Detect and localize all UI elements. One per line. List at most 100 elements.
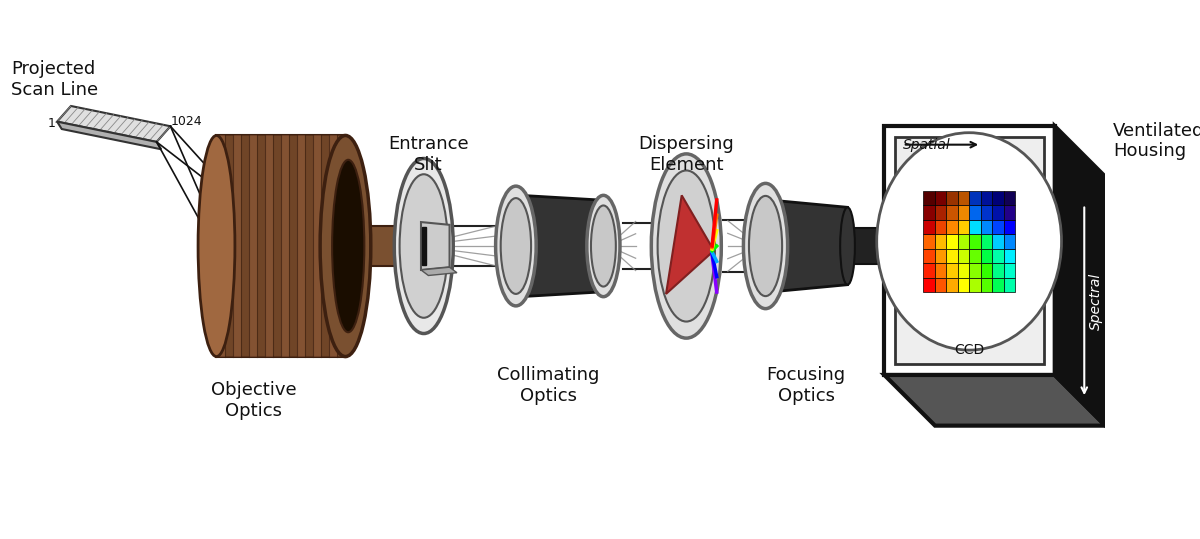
Bar [1003,278,1015,292]
Text: CCD: CCD [954,343,984,357]
Bar [970,191,980,205]
Polygon shape [241,135,248,357]
Polygon shape [216,135,346,357]
Polygon shape [884,375,1105,426]
Text: Dispersing
Element: Dispersing Element [638,135,734,174]
Bar [970,220,980,234]
Bar [1003,220,1015,234]
Bar [1003,205,1015,220]
Polygon shape [884,126,1055,375]
Bar [980,205,992,220]
Ellipse shape [496,186,536,306]
Ellipse shape [744,183,787,309]
Bar [946,278,958,292]
Bar [980,220,992,234]
Bar [992,234,1003,248]
Bar [970,205,980,220]
Polygon shape [850,227,884,265]
Polygon shape [58,106,170,142]
Bar [958,191,970,205]
Polygon shape [281,135,289,357]
Bar [1003,263,1015,278]
Bar [958,220,970,234]
Text: Ventilated
Housing: Ventilated Housing [1112,122,1200,161]
Polygon shape [298,135,305,357]
Polygon shape [248,135,257,357]
Text: Spectral: Spectral [1088,273,1103,330]
Polygon shape [233,135,241,357]
Bar [935,191,946,205]
Bar [992,205,1003,220]
Polygon shape [257,135,265,357]
Polygon shape [421,267,457,275]
Bar [923,191,935,205]
Bar [970,278,980,292]
Polygon shape [216,135,224,357]
Polygon shape [895,137,1044,364]
Ellipse shape [592,200,606,292]
Polygon shape [329,135,337,357]
Bar [946,220,958,234]
Bar [992,248,1003,263]
Bar [946,205,958,220]
Bar [1003,234,1015,248]
Bar [935,220,946,234]
Text: Entrance
Slit: Entrance Slit [388,135,469,174]
Bar [946,248,958,263]
Polygon shape [769,200,847,292]
Bar [958,263,970,278]
Polygon shape [322,135,329,357]
Polygon shape [422,227,426,265]
Ellipse shape [587,195,620,296]
Ellipse shape [320,135,371,357]
Ellipse shape [652,154,721,338]
Bar [992,220,1003,234]
Bar [980,191,992,205]
Ellipse shape [749,196,782,296]
Ellipse shape [395,158,454,334]
Polygon shape [313,135,322,357]
Bar [980,234,992,248]
Text: Objective
Optics: Objective Optics [210,382,296,420]
Polygon shape [265,135,272,357]
Polygon shape [58,122,161,149]
Bar [958,234,970,248]
Bar [992,263,1003,278]
Bar [923,220,935,234]
Bar [992,191,1003,205]
Bar [923,248,935,263]
Bar [1003,248,1015,263]
Bar [935,234,946,248]
Bar [935,248,946,263]
Ellipse shape [400,174,448,318]
Bar [992,278,1003,292]
Polygon shape [305,135,313,357]
Text: Spatial: Spatial [902,137,950,151]
Text: Focusing
Optics: Focusing Optics [767,366,846,405]
Polygon shape [666,195,714,294]
Polygon shape [224,135,233,357]
Ellipse shape [500,198,532,294]
Polygon shape [1055,126,1105,426]
Ellipse shape [658,170,715,322]
Ellipse shape [198,135,235,357]
Polygon shape [289,135,298,357]
Bar [935,263,946,278]
Polygon shape [337,135,346,357]
Text: 1: 1 [47,117,55,130]
Bar [923,205,935,220]
Ellipse shape [514,195,528,296]
Bar [946,191,958,205]
Bar [958,248,970,263]
Bar [1003,191,1015,205]
Text: Projected
Scan Line: Projected Scan Line [11,60,98,99]
Bar [923,263,935,278]
Polygon shape [272,135,281,357]
Bar [958,278,970,292]
Text: 1024: 1024 [170,115,202,128]
Text: Collimating
Optics: Collimating Optics [497,366,599,405]
Bar [946,234,958,248]
Ellipse shape [840,208,854,285]
Bar [970,263,980,278]
Bar [923,278,935,292]
